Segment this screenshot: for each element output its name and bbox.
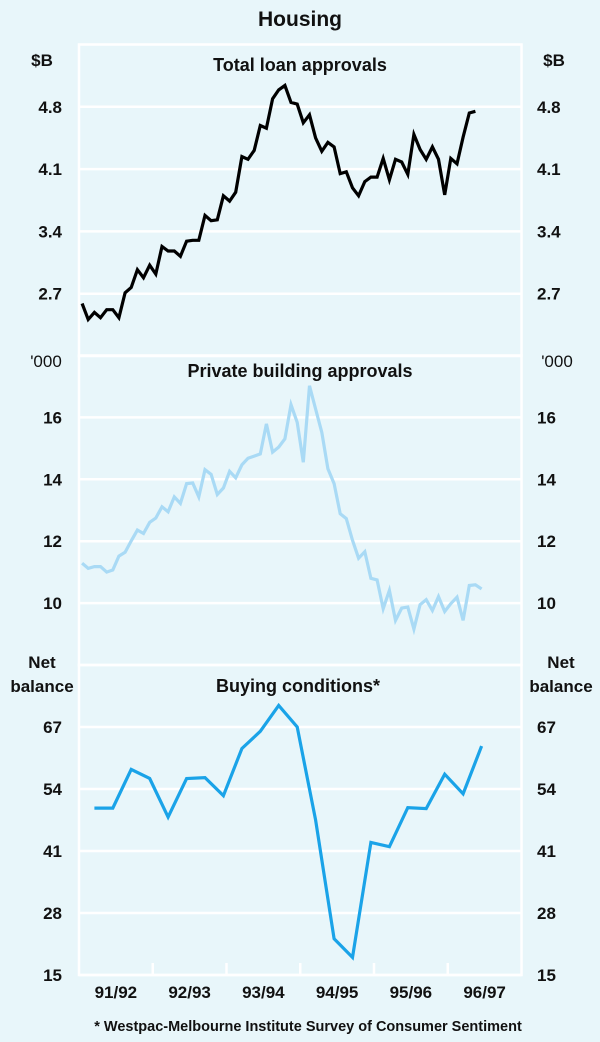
left-unit-label-line1: Net — [28, 653, 56, 672]
x-axis: 91/92 92/93 93/94 94/95 95/96 96/97 — [95, 963, 506, 1002]
gridlines — [79, 105, 522, 295]
y-tick-label-left: 10 — [43, 594, 62, 613]
y-tick-label-right: 14 — [537, 470, 556, 489]
y-tick-label-left: 4.1 — [38, 160, 62, 179]
y-tick-label-right: 15 — [537, 966, 556, 985]
y-tick-label-right: 12 — [537, 532, 556, 551]
panel-title: Private building approvals — [187, 361, 412, 381]
right-unit-label: $B — [543, 51, 565, 70]
panel-loan-approvals: Total loan approvals $B $B 2.7 2.7 3.4 3.4 4… — [31, 43, 565, 358]
y-tick-label-left: 3.4 — [38, 222, 62, 241]
y-tick-label-right: 3.4 — [537, 222, 561, 241]
y-tick-label-right: 10 — [537, 594, 556, 613]
y-tick-label-left: 16 — [43, 408, 62, 427]
gridlines — [79, 416, 522, 605]
x-tick-label: 93/94 — [242, 983, 285, 1002]
y-tick-label-left: 67 — [43, 718, 62, 737]
right-unit-label: '000 — [541, 352, 573, 371]
panel-building-approvals: Private building approvals '000 '000 10 1… — [30, 352, 573, 667]
x-tick-label: 92/93 — [168, 983, 211, 1002]
y-tick-label-left: 2.7 — [38, 285, 62, 304]
y-tick-label-left: 41 — [43, 842, 62, 861]
y-tick-label-right: 2.7 — [537, 285, 561, 304]
y-tick-labels: 10 10 12 12 14 14 16 16 — [43, 408, 556, 613]
y-tick-label-right: 16 — [537, 408, 556, 427]
footnote: * Westpac-Melbourne Institute Survey of … — [94, 1019, 522, 1035]
series — [81, 385, 483, 636]
x-tick-label: 96/97 — [463, 983, 506, 1002]
y-tick-label-right: 28 — [537, 904, 556, 923]
panel-title: Total loan approvals — [213, 55, 387, 75]
y-tick-label-right: 67 — [537, 718, 556, 737]
chart-title: Housing — [258, 8, 342, 31]
y-tick-label-left: 54 — [43, 780, 62, 799]
y-tick-labels: 15 15 28 28 41 41 54 54 67 67 — [43, 718, 556, 985]
panel-frame — [77, 354, 523, 667]
x-tick-label: 91/92 — [95, 983, 138, 1002]
y-tick-label-left: 14 — [43, 470, 62, 489]
y-tick-label-right: 41 — [537, 842, 556, 861]
y-tick-label-right: 54 — [537, 780, 556, 799]
gridlines — [79, 725, 522, 977]
y-tick-label-right: 4.8 — [537, 98, 561, 117]
y-tick-labels: 2.7 2.7 3.4 3.4 4.1 4.1 4.8 4.8 — [38, 98, 561, 304]
series-line-buying-conditions — [94, 702, 484, 961]
right-unit-label-line1: Net — [547, 653, 575, 672]
right-unit-label-line2: balance — [529, 677, 592, 696]
panel-frame — [77, 663, 523, 977]
y-tick-label-left: 28 — [43, 904, 62, 923]
left-unit-label: '000 — [30, 352, 62, 371]
y-tick-label-left: 12 — [43, 532, 62, 551]
x-tick-label: 94/95 — [316, 983, 359, 1002]
panel-title: Buying conditions* — [216, 676, 380, 696]
y-tick-label-right: 4.1 — [537, 160, 561, 179]
series-line-total-loan-approvals — [80, 82, 476, 323]
y-tick-label-left: 4.8 — [38, 98, 62, 117]
x-tick-label: 95/96 — [390, 983, 433, 1002]
panel-buying-conditions: Buying conditions* Net balance Net balan… — [10, 653, 592, 985]
panel-frame — [77, 43, 523, 358]
series — [80, 82, 476, 323]
left-unit-label-line2: balance — [10, 677, 73, 696]
series-line-private-building-approvals — [81, 385, 483, 636]
left-unit-label: $B — [31, 51, 53, 70]
series — [94, 702, 484, 961]
y-tick-label-left: 15 — [43, 966, 62, 985]
